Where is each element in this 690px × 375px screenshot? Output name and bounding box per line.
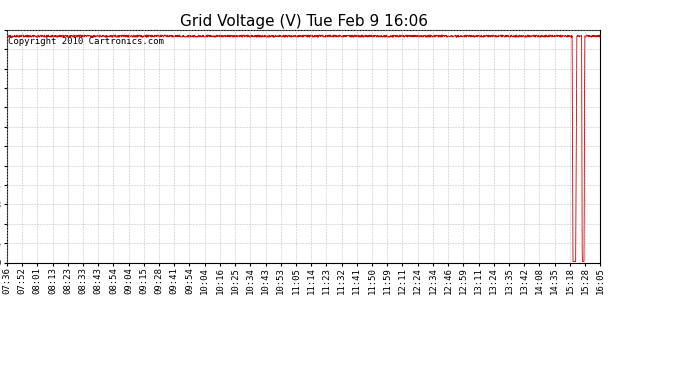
Text: Copyright 2010 Cartronics.com: Copyright 2010 Cartronics.com xyxy=(8,37,164,46)
Title: Grid Voltage (V) Tue Feb 9 16:06: Grid Voltage (V) Tue Feb 9 16:06 xyxy=(179,14,428,29)
